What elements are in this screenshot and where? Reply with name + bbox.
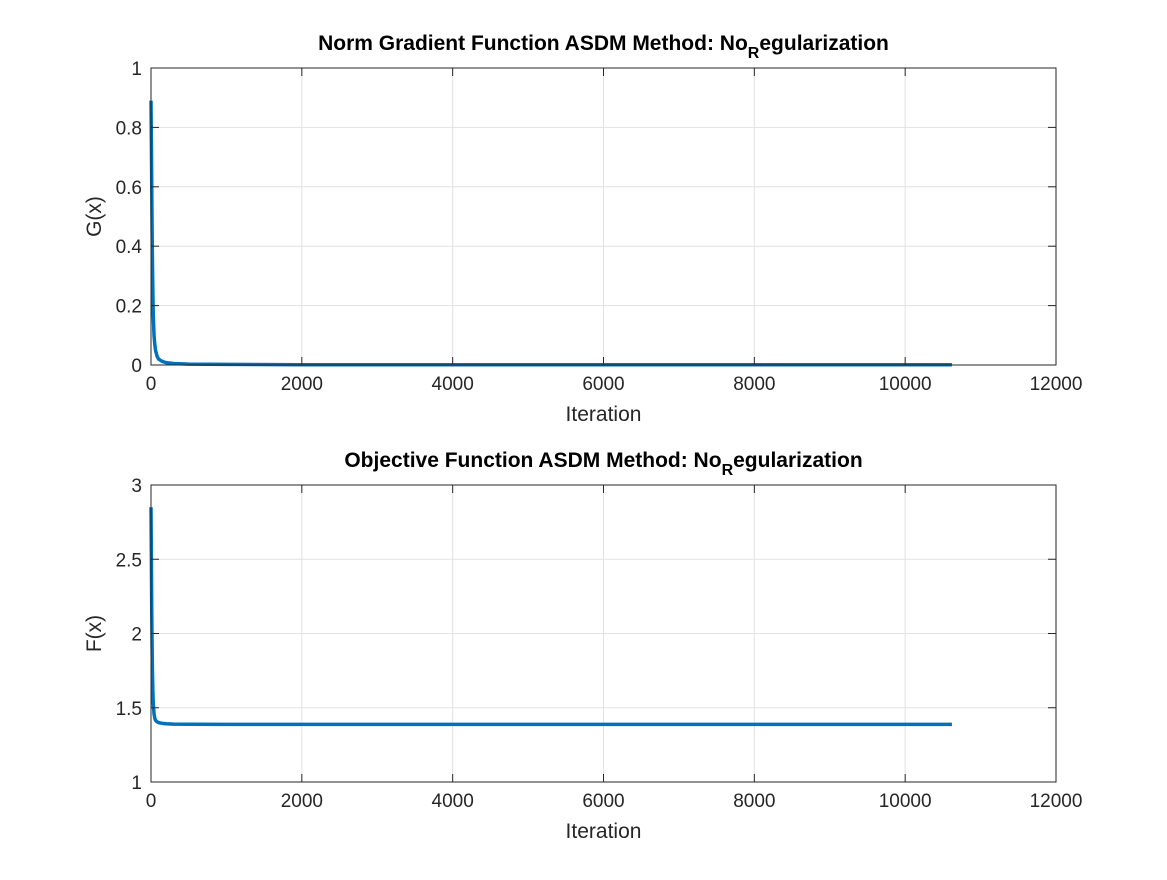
x-tick-label: 10000 <box>879 374 932 395</box>
x-tick-label: 0 <box>146 791 157 812</box>
y-tick-label: 1 <box>131 59 142 80</box>
y-tick-label: 2 <box>131 625 142 646</box>
series-line <box>149 507 952 727</box>
chart-title-main: Objective Function ASDM Method: No <box>344 449 721 472</box>
x-tick-label: 0 <box>146 374 157 395</box>
y-tick-label: 0.8 <box>116 118 142 139</box>
y-tick-label: 3 <box>131 476 142 497</box>
x-tick-label: 12000 <box>1030 791 1083 812</box>
x-tick-label: 4000 <box>432 791 474 812</box>
x-tick-label: 6000 <box>582 374 624 395</box>
x-tick-label: 10000 <box>879 791 932 812</box>
y-tick-label: 2.5 <box>116 550 142 571</box>
x-axis-label: Iteration <box>566 403 642 426</box>
x-tick-label: 8000 <box>733 791 775 812</box>
x-axis-label: Iteration <box>566 820 642 843</box>
x-tick-label: 2000 <box>281 791 323 812</box>
x-tick-label: 8000 <box>733 374 775 395</box>
x-tick-label: 4000 <box>432 374 474 395</box>
y-tick-label: 0 <box>131 356 142 377</box>
chart-title-rest: egularization <box>733 449 863 472</box>
y-tick-label: 1 <box>131 773 142 794</box>
y-tick-label: 0.4 <box>116 237 143 258</box>
x-tick-label: 2000 <box>281 374 323 395</box>
x-tick-label: 6000 <box>582 791 624 812</box>
y-axis-label: G(x) <box>83 196 106 237</box>
chart-1: 0 2000 4000 6000 8000 10000 12000 0 0.2 0.4 0.6 0.8… <box>83 32 1082 426</box>
y-axis-label: F(x) <box>83 615 106 652</box>
chart-title-main: Norm Gradient Function ASDM Method: No <box>318 32 748 55</box>
x-tick-label: 12000 <box>1030 374 1083 395</box>
y-tick-label: 1.5 <box>116 699 142 720</box>
chart-title-rest: egularization <box>759 32 889 55</box>
chart-title: Norm Gradient Function ASDM Method: NoRe… <box>318 32 889 62</box>
y-tick-label: 0.2 <box>116 297 142 318</box>
chart-title-subscript: R <box>748 45 760 62</box>
chart-title-subscript: R <box>722 462 734 479</box>
chart-title: Objective Function ASDM Method: NoRegula… <box>344 449 862 479</box>
y-tick-label: 0.6 <box>116 178 142 199</box>
chart-2: 0 2000 4000 6000 8000 10000 12000 1 1.5 2 2.5 3 Iter… <box>83 449 1082 843</box>
